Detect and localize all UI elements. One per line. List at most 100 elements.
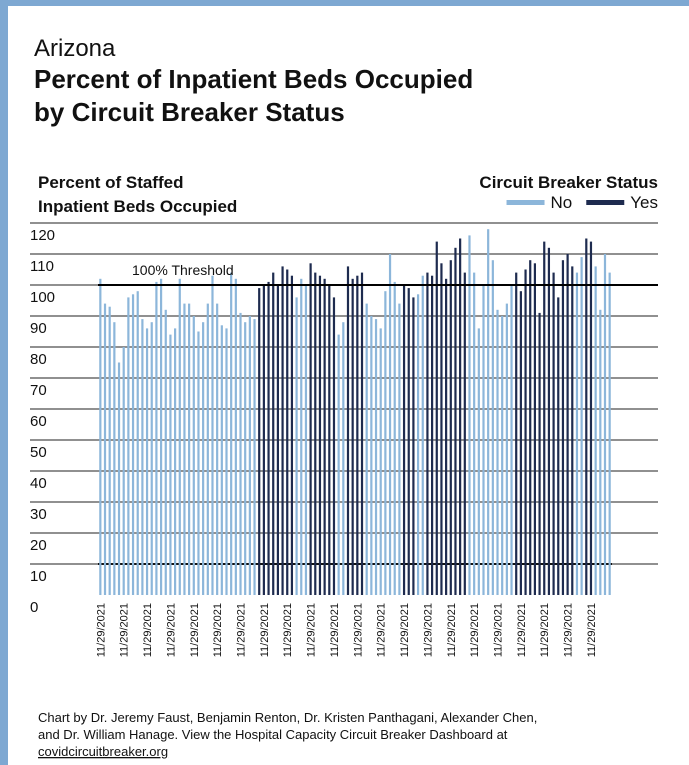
bar <box>272 272 275 595</box>
bar <box>543 241 546 595</box>
bar <box>262 285 265 595</box>
x-tick-label: 11/29/2021 <box>563 603 575 657</box>
bar <box>510 285 513 595</box>
bar <box>407 288 410 595</box>
bar <box>337 334 340 595</box>
bar <box>557 297 560 595</box>
bar <box>304 285 308 595</box>
x-tick-label: 11/29/2021 <box>282 603 294 657</box>
bar <box>435 241 438 595</box>
bar <box>323 278 326 595</box>
bar <box>463 272 466 595</box>
bar <box>477 328 480 595</box>
bar <box>342 322 345 595</box>
bar <box>566 254 569 595</box>
bar <box>164 309 167 595</box>
bar <box>398 303 401 595</box>
bar <box>496 309 499 595</box>
bar <box>300 278 303 595</box>
bar <box>571 266 574 595</box>
bar <box>445 278 448 595</box>
card: Arizona Percent of Inpatient Beds Occupi… <box>8 6 689 765</box>
x-tick-label: 11/29/2021 <box>516 603 528 657</box>
bar <box>384 291 387 595</box>
x-tick-label: 11/29/2021 <box>119 603 131 657</box>
bar <box>374 319 378 595</box>
bar <box>608 272 611 595</box>
x-tick-label: 11/29/2021 <box>142 603 154 657</box>
bar <box>192 316 195 595</box>
y-tick-label: 20 <box>30 537 47 554</box>
bar <box>117 362 121 595</box>
bar <box>426 272 429 595</box>
bar <box>113 322 116 595</box>
bar <box>575 272 579 595</box>
bar <box>99 278 102 595</box>
footer-link[interactable]: covidcircuitbreaker.org <box>38 744 168 759</box>
bar <box>603 254 607 595</box>
x-tick-label: 11/29/2021 <box>329 603 341 657</box>
bar <box>459 238 462 595</box>
bar <box>505 303 508 595</box>
bar <box>220 325 223 595</box>
y-tick-label: 40 <box>30 475 47 492</box>
bar <box>239 312 242 595</box>
bar <box>332 297 336 595</box>
bar <box>585 238 588 595</box>
y-tick-label: 50 <box>30 444 47 461</box>
x-tick-label: 11/29/2021 <box>422 603 434 657</box>
bar <box>127 297 130 595</box>
y-tick-label: 80 <box>30 351 47 368</box>
bar <box>393 281 396 595</box>
bar <box>276 285 279 595</box>
bar <box>449 260 452 595</box>
bar <box>561 260 565 595</box>
bar <box>267 281 270 595</box>
bar <box>253 319 256 595</box>
threshold-label: 100% Threshold <box>132 262 234 278</box>
bar <box>159 278 163 595</box>
y-tick-label: 110 <box>30 258 54 275</box>
y-tick-label: 30 <box>30 506 47 523</box>
footer: and Dr. William Hanage. View the Hospita… <box>38 727 508 742</box>
bar <box>402 285 406 595</box>
bar <box>197 331 200 595</box>
bar <box>318 275 322 595</box>
bar <box>202 322 205 595</box>
bar <box>230 272 233 595</box>
x-tick-label: 11/29/2021 <box>165 603 177 657</box>
x-tick-label: 11/29/2021 <box>212 603 224 657</box>
bar <box>234 278 237 595</box>
bar <box>552 272 555 595</box>
x-tick-label: 11/29/2021 <box>259 603 271 657</box>
legend-label: No <box>551 193 573 212</box>
y-tick-label: 90 <box>30 320 47 337</box>
bar <box>416 294 420 595</box>
bar <box>346 266 350 595</box>
bar <box>248 316 251 595</box>
bar <box>487 229 490 595</box>
bar <box>309 263 312 595</box>
x-tick-label: 11/29/2021 <box>95 603 107 657</box>
legend-swatch <box>506 200 545 205</box>
x-tick-label: 11/29/2021 <box>376 603 388 657</box>
bar <box>501 316 504 595</box>
bar <box>131 294 135 595</box>
bar <box>145 328 149 595</box>
bar <box>440 263 443 595</box>
x-tick-label: 11/29/2021 <box>493 603 505 657</box>
y-tick-label: 70 <box>30 382 47 399</box>
x-tick-label: 11/29/2021 <box>236 603 248 657</box>
bar <box>524 269 527 595</box>
chart-title: Percent of Inpatient Beds Occupied <box>34 64 473 94</box>
x-tick-label: 11/29/2021 <box>352 603 364 657</box>
footer: Chart by Dr. Jeremy Faust, Benjamin Rent… <box>38 710 537 725</box>
bar <box>108 306 111 595</box>
bar <box>281 266 284 595</box>
bar <box>589 241 593 595</box>
legend-swatch <box>586 200 625 205</box>
y-axis-label: Inpatient Beds Occupied <box>38 197 237 216</box>
bar <box>211 275 214 595</box>
bar <box>412 297 415 595</box>
